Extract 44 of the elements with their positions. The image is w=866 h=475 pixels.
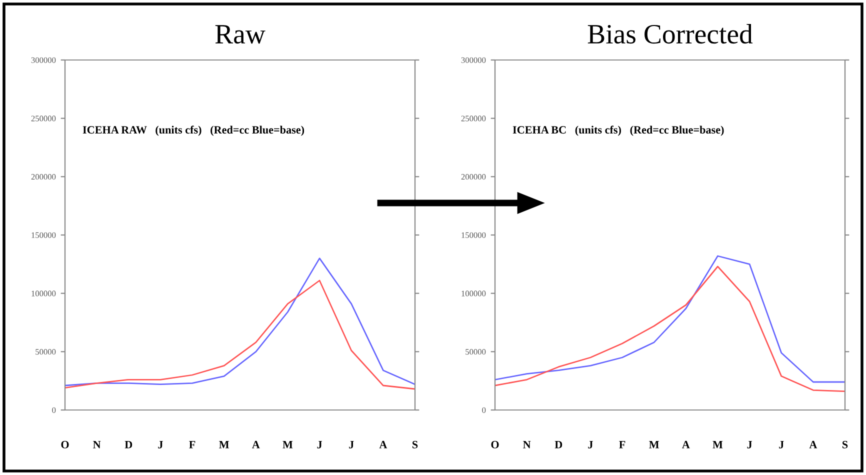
y-tick-label: 50000: [36, 349, 56, 355]
x-tick-label: A: [379, 440, 388, 448]
line-series: [65, 280, 415, 390]
y-tick-label: 150000: [32, 232, 56, 238]
x-tick-label: A: [682, 440, 690, 448]
y-tick-label: 250000: [461, 116, 486, 122]
x-tick-label: D: [554, 440, 562, 448]
x-tick-label: F: [189, 440, 196, 448]
x-tick-label: M: [219, 440, 230, 448]
x-tick-label: N: [523, 440, 531, 448]
y-tick-label: 100000: [462, 290, 486, 296]
x-tick-label: N: [93, 440, 101, 448]
x-tick-label: J: [588, 440, 593, 448]
y-tick-label: 150000: [462, 232, 486, 238]
y-tick-label: 0: [482, 407, 486, 413]
x-tick-label: J: [317, 440, 322, 448]
x-tick-label: F: [619, 440, 626, 448]
x-tick-label: M: [712, 440, 723, 448]
y-tick-label: 0: [52, 407, 56, 413]
x-tick-label: S: [842, 440, 848, 448]
x-tick-label: S: [412, 440, 418, 448]
x-tick-label: A: [252, 440, 260, 448]
chart-title: Raw: [215, 25, 266, 44]
y-tick-label: 200000: [461, 174, 486, 180]
line-series: [65, 258, 415, 386]
x-tick-label: J: [747, 440, 752, 448]
annotation: ICEHA BC (units cfs) (Red=cc Blue=base): [512, 126, 724, 136]
x-tick-label: O: [491, 440, 499, 448]
x-tick-label: J: [349, 440, 354, 448]
y-tick-label: 50000: [466, 349, 486, 355]
y-tick-label: 250000: [31, 116, 56, 122]
annotation: ICEHA RAW (units cfs) (Red=cc Blue=base): [82, 126, 304, 136]
y-tick-label: 300000: [31, 57, 56, 63]
x-tick-label: M: [282, 440, 293, 448]
x-tick-label: J: [779, 440, 784, 448]
x-tick-label: J: [158, 440, 163, 448]
x-tick-label: D: [124, 440, 132, 448]
y-tick-label: 300000: [461, 57, 486, 63]
x-tick-label: O: [61, 440, 69, 448]
y-tick-label: 200000: [31, 174, 56, 180]
y-tick-label: 100000: [32, 290, 56, 296]
x-tick-label: M: [649, 440, 660, 448]
chart-title: Bias Corrected: [588, 24, 753, 44]
x-tick-label: A: [809, 440, 818, 448]
